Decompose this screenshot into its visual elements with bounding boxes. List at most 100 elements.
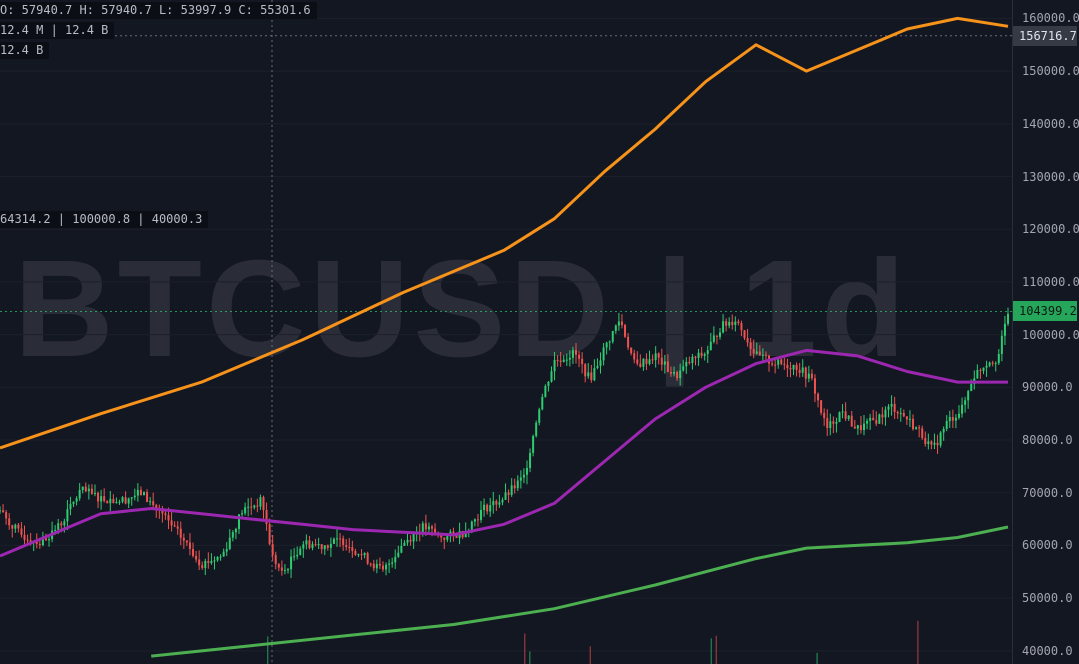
candle-body-224	[685, 361, 688, 367]
candle-body-40	[121, 497, 124, 502]
candle-body-91	[277, 564, 280, 568]
candle-body-180	[550, 371, 553, 382]
candle-body-190	[581, 358, 584, 365]
candle-body-109	[332, 538, 335, 544]
candle-body-298	[912, 418, 915, 430]
candle-body-287	[878, 414, 881, 424]
candle-body-216	[660, 357, 663, 365]
candle-body-195	[596, 365, 599, 369]
candle-body-232	[709, 341, 712, 351]
candle-body-132	[403, 542, 406, 546]
candle-body-191	[584, 364, 587, 377]
moving-average-legend: 64314.2 | 100000.8 | 40000.3	[0, 211, 209, 228]
candle-body-301	[921, 428, 924, 438]
candle-body-103	[314, 544, 317, 546]
price-tick-5: 110000.0	[1022, 274, 1079, 289]
candle-body-119	[363, 553, 366, 555]
candle-body-115	[351, 547, 354, 552]
candle-body-156	[476, 519, 479, 521]
candle-body-161	[492, 501, 495, 506]
candle-body-278	[850, 415, 853, 427]
candle-body-273	[835, 422, 838, 424]
candle-body-3	[8, 518, 11, 526]
candle-body-194	[593, 368, 596, 381]
candle-body-228	[697, 352, 700, 359]
candle-body-54	[164, 513, 167, 516]
candle-body-274	[838, 412, 841, 423]
candle-body-176	[538, 409, 541, 423]
candle-body-154	[470, 521, 473, 531]
candle-body-260	[795, 364, 798, 370]
candle-body-247	[755, 351, 758, 354]
candle-body-256	[783, 363, 786, 365]
candle-body-248	[758, 351, 761, 356]
candle-body-249	[761, 354, 764, 356]
candle-body-217	[663, 361, 666, 365]
candle-body-292	[893, 403, 896, 412]
candle-body-42	[127, 498, 130, 504]
candle-body-116	[354, 551, 357, 555]
candle-body-252	[771, 363, 774, 365]
volume-bar-6	[816, 652, 818, 664]
volume-values-secondary: 12.4 B	[0, 43, 44, 57]
candle-body-66	[201, 565, 204, 569]
candle-body-261	[798, 369, 801, 373]
candle-body-31	[93, 492, 96, 494]
volume-bar-7	[917, 620, 919, 664]
candle-body-308	[942, 428, 945, 433]
candle-body-58	[176, 526, 179, 529]
candle-body-259	[792, 364, 795, 370]
candle-body-208	[636, 359, 639, 364]
candle-body-181	[553, 359, 556, 372]
candle-body-212	[648, 359, 651, 364]
candle-body-106	[323, 545, 326, 550]
candle-body-65	[198, 559, 201, 566]
candle-body-283	[866, 420, 869, 424]
candle-body-324	[991, 362, 994, 364]
candle-body-289	[884, 409, 887, 418]
candle-body-207	[633, 353, 636, 360]
candle-body-100	[305, 540, 308, 545]
candle-body-30	[90, 488, 93, 494]
candle-body-81	[247, 506, 250, 508]
candle-body-271	[829, 421, 832, 428]
candle-body-178	[544, 385, 547, 397]
candle-body-253	[774, 364, 777, 366]
price-tick-4: 120000.0	[1022, 222, 1079, 237]
candle-body-46	[139, 489, 142, 496]
candle-body-105	[320, 544, 323, 550]
candle-body-306	[936, 442, 939, 446]
candle-body-128	[391, 562, 394, 564]
last-price-label: 104399.2	[1013, 301, 1077, 322]
candle-body-186	[568, 357, 571, 360]
candle-body-187	[571, 350, 574, 358]
candle-body-135	[412, 534, 415, 542]
candle-body-1	[2, 510, 5, 513]
candle-body-222	[679, 370, 682, 379]
candle-body-37	[112, 498, 115, 504]
candle-body-76	[231, 532, 234, 538]
candle-body-74	[225, 549, 228, 552]
candle-body-87	[265, 510, 268, 525]
price-axis[interactable]	[1012, 0, 1079, 664]
price-plot[interactable]	[0, 0, 1012, 664]
candle-body-89	[271, 544, 274, 555]
candle-body-317	[970, 383, 973, 392]
candle-body-303	[927, 441, 930, 445]
candle-body-70	[213, 560, 216, 562]
candle-body-157	[480, 510, 483, 520]
candle-body-2	[5, 512, 8, 519]
candle-body-291	[890, 403, 893, 407]
candle-body-50	[152, 501, 155, 505]
candle-body-290	[887, 406, 890, 410]
candle-body-35	[106, 501, 109, 504]
candle-body-134	[409, 539, 412, 542]
candle-body-6	[17, 524, 20, 529]
candle-body-169	[516, 480, 519, 489]
candle-body-276	[844, 411, 847, 419]
candle-body-243	[743, 330, 746, 339]
candle-body-141	[431, 526, 433, 529]
candle-body-238	[728, 321, 731, 326]
candle-body-326	[997, 353, 1000, 364]
